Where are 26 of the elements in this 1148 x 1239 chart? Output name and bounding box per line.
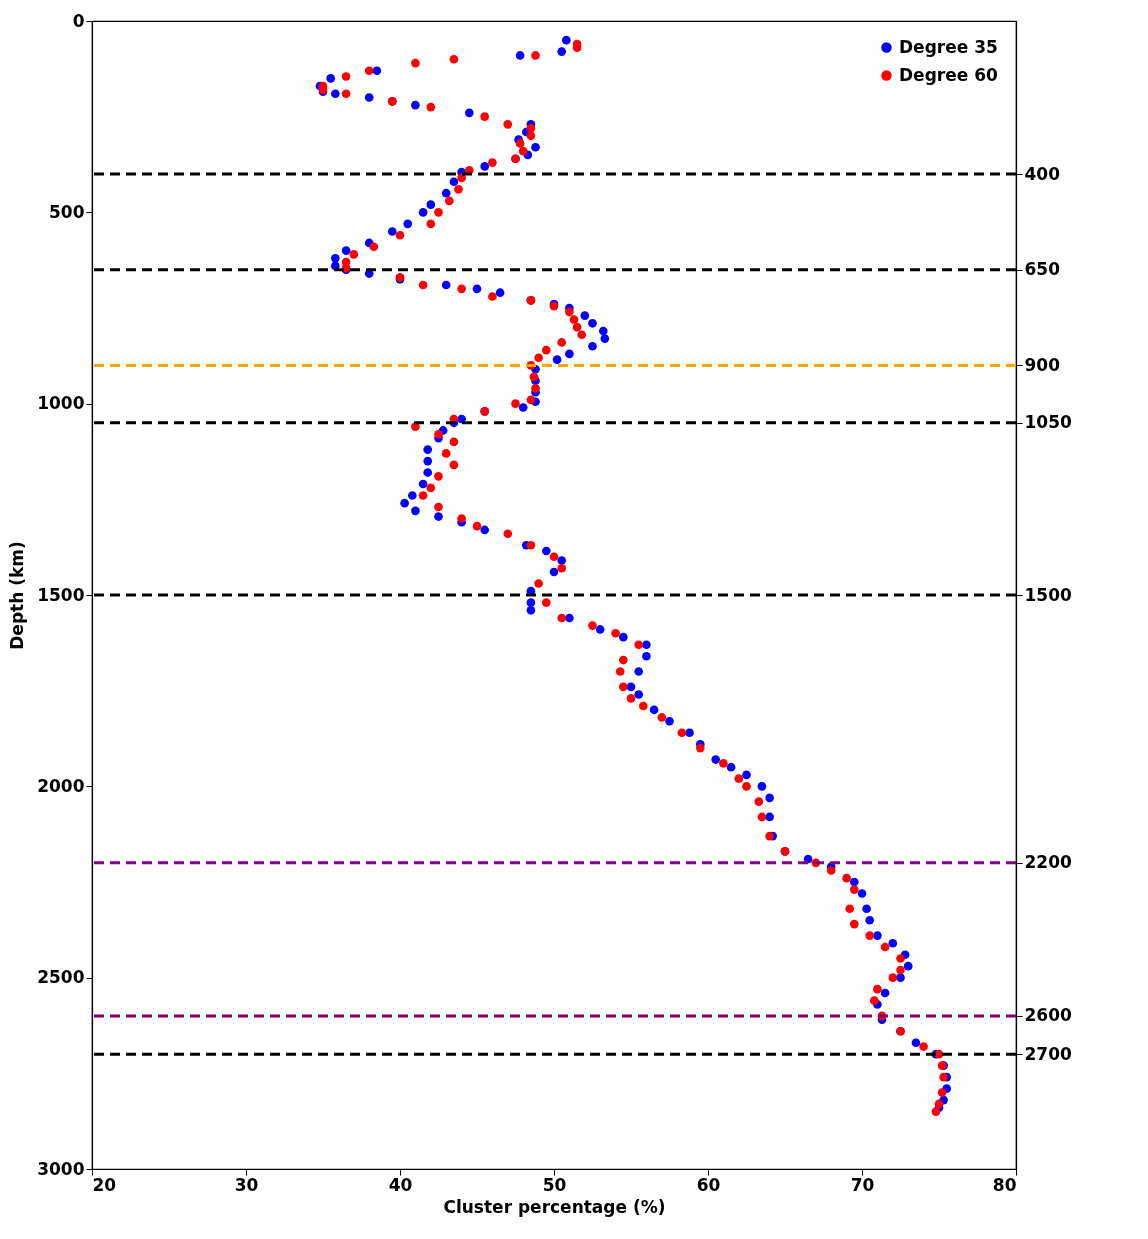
y2-tick-label: 1500	[1024, 584, 1072, 605]
y-tick-label: 1000	[37, 393, 85, 414]
y-axis-title: Depth (km)	[7, 541, 28, 650]
x-tick-label: 70	[850, 1174, 875, 1195]
x-tick-label: 80	[992, 1174, 1017, 1195]
x-tick-label: 60	[696, 1174, 721, 1195]
x-axis-title: Cluster percentage (%)	[443, 1196, 666, 1217]
y2-tick-label: 2600	[1024, 1005, 1072, 1026]
y2-tick-label: 900	[1024, 354, 1061, 375]
y-tick-label: 2000	[37, 775, 85, 796]
y2-tick-label: 2700	[1024, 1043, 1072, 1064]
y-tick-label: 1500	[37, 584, 85, 605]
y2-tick-label: 2200	[1024, 852, 1072, 873]
x-tick-label: 40	[388, 1174, 413, 1195]
y2-tick-label: 400	[1024, 163, 1061, 184]
legend-label: Degree 35	[899, 36, 998, 57]
y-tick-label: 3000	[37, 1158, 85, 1179]
legend-label: Degree 60	[899, 64, 998, 85]
y2-tick-label: 1050	[1024, 412, 1072, 433]
x-tick-label: 30	[234, 1174, 259, 1195]
y2-tick-label: 650	[1024, 259, 1061, 280]
x-tick-label: 50	[542, 1174, 567, 1195]
x-tick-label: 20	[92, 1174, 117, 1195]
y-tick-label: 0	[72, 10, 85, 31]
y-tick-label: 500	[49, 201, 85, 222]
y-tick-label: 2500	[37, 967, 85, 988]
